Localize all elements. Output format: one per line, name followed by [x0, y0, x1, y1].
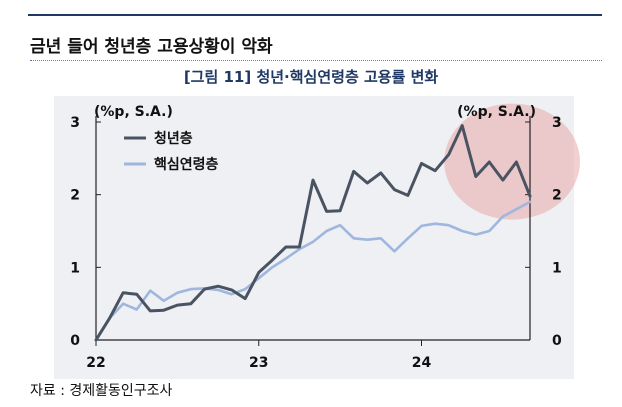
figure-caption: [그림 11] 청년·핵심연령층 고용률 변화	[183, 68, 439, 86]
series-line-core	[94, 200, 532, 342]
y-tick-label-left: 1	[70, 260, 80, 276]
x-tick-label: 23	[249, 355, 268, 371]
y-tick-label-left: 3	[70, 115, 80, 131]
legend-label-youth: 청년층	[154, 131, 193, 147]
source-note: 자료 : 경제활동인구조사	[30, 383, 173, 399]
y-tick-label-left: 0	[70, 333, 80, 349]
left-unit-label: (%p, S.A.)	[94, 104, 173, 120]
header-rule	[28, 14, 602, 16]
highlight-ellipse	[444, 103, 580, 220]
title-divider	[30, 60, 602, 61]
x-tick-label: 22	[86, 355, 105, 371]
right-unit-label: (%p, S.A.)	[457, 104, 536, 120]
page-title: 금년 들어 청년층 고용상황이 악화	[30, 37, 273, 57]
y-tick-label-right: 0	[552, 333, 562, 349]
x-tick-label: 24	[412, 355, 432, 371]
series-line-youth	[94, 124, 532, 342]
y-tick-label-right: 1	[552, 260, 562, 276]
y-tick-label-right: 3	[552, 115, 562, 131]
y-tick-label-left: 2	[70, 188, 80, 204]
legend-label-core: 핵심연령층	[154, 157, 219, 173]
y-tick-label-right: 2	[552, 188, 562, 204]
